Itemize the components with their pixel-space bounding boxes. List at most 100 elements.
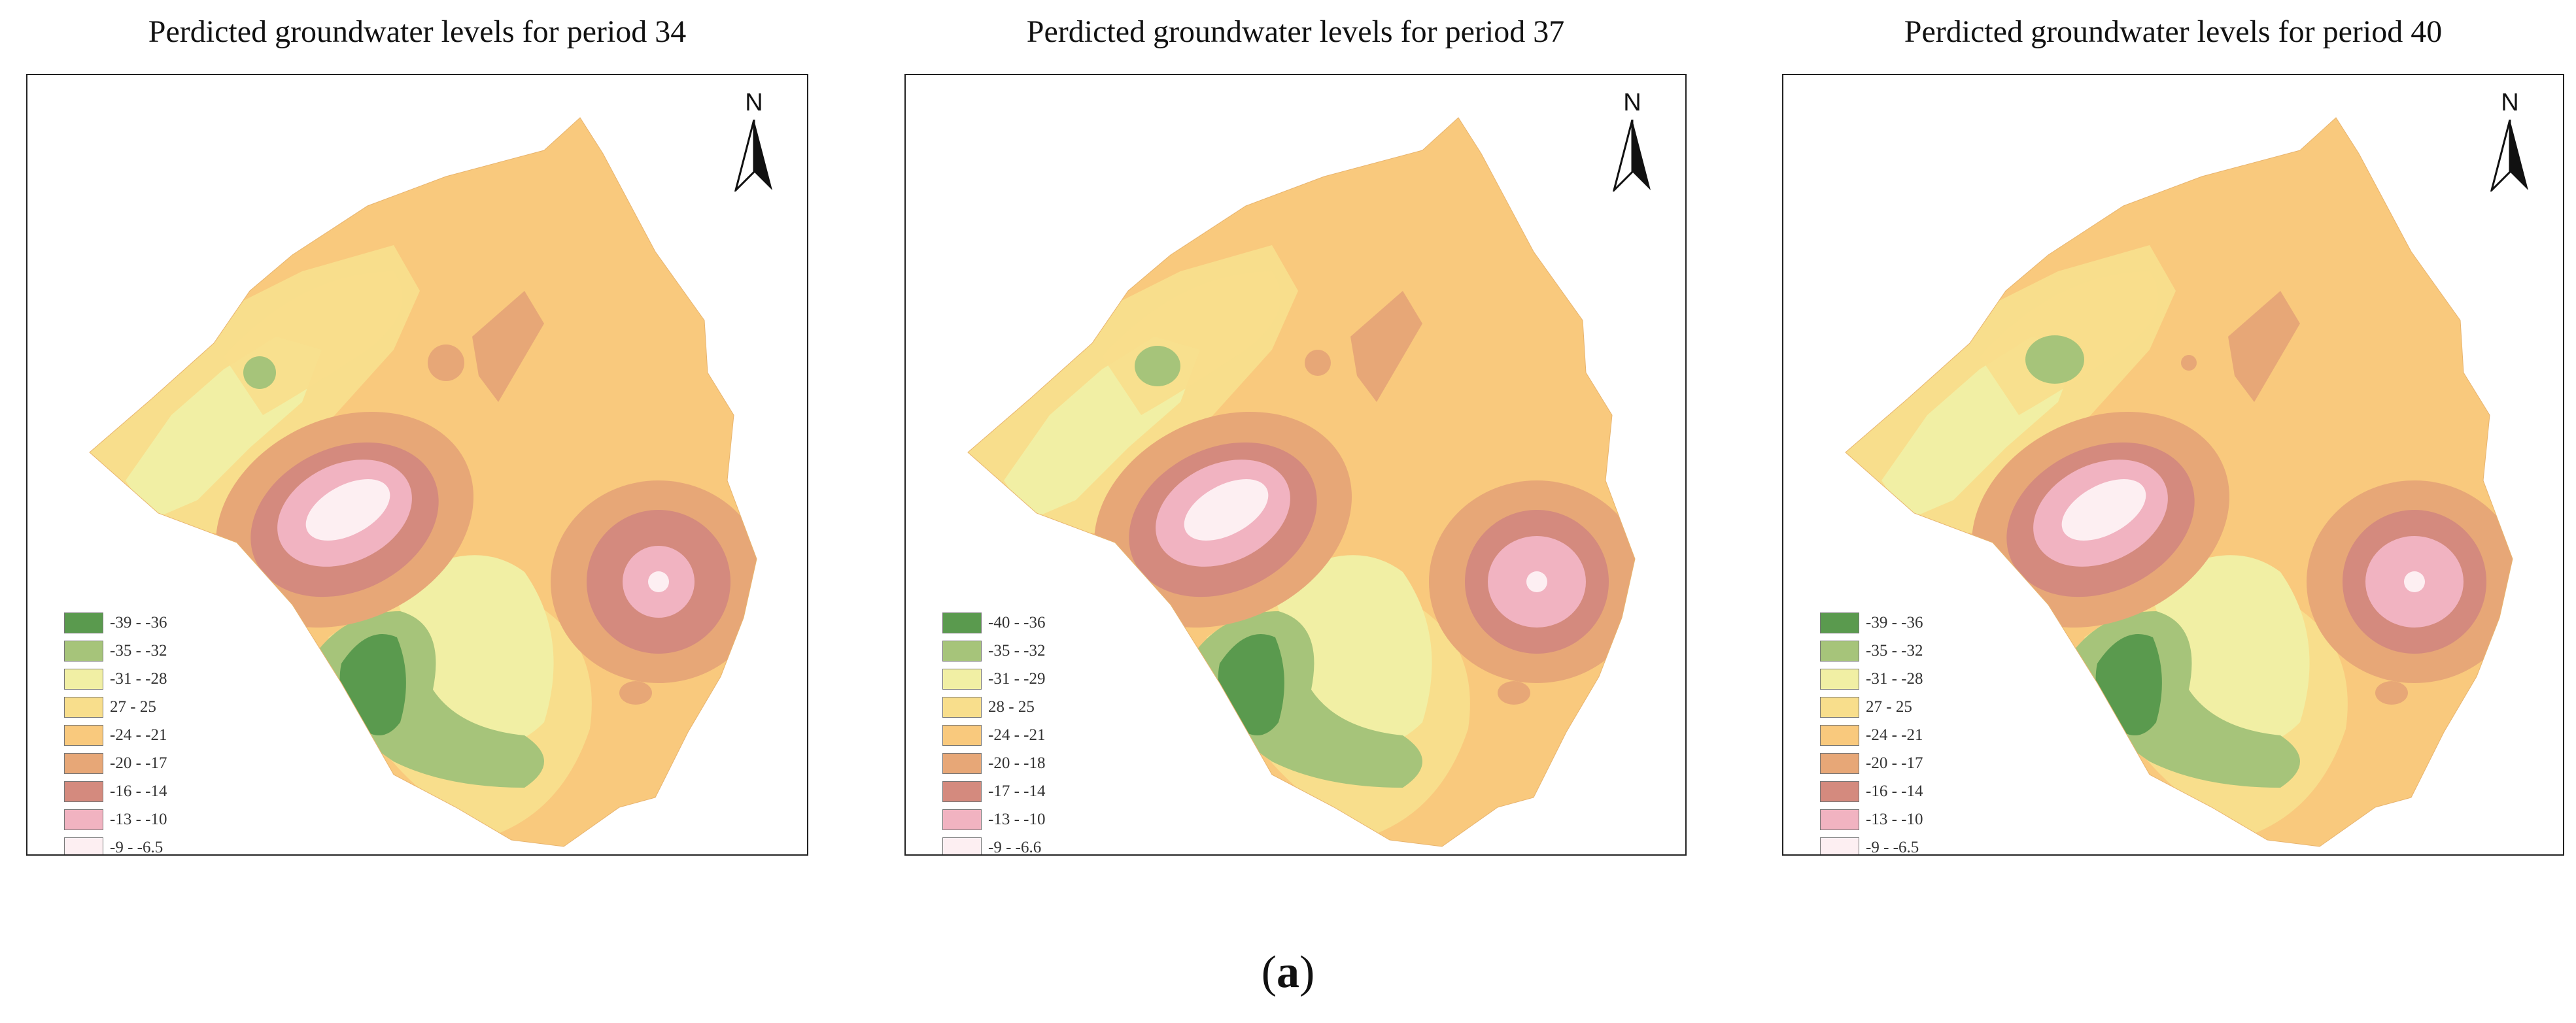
legend-swatch — [64, 752, 103, 774]
legend-item: -24 - -21 — [1820, 721, 1923, 749]
legend-label: 28 - 25 — [988, 697, 1035, 716]
map-legend: -39 - -36 -35 - -32 -31 - -28 27 - 25 -24 - … — [1820, 609, 1923, 856]
legend-swatch — [64, 809, 103, 830]
legend-label: 27 - 25 — [110, 697, 156, 716]
legend-label: -9 - -6.5 — [1866, 838, 1919, 856]
legend-item: 28 - 25 — [942, 693, 1045, 721]
legend-swatch — [64, 780, 103, 802]
legend-swatch — [1820, 780, 1859, 802]
legend-item: -35 - -32 — [1820, 637, 1923, 665]
legend-swatch — [1820, 668, 1859, 690]
legend-swatch — [942, 724, 982, 746]
legend-item: -31 - -28 — [1820, 665, 1923, 693]
zone-south-blob — [2375, 681, 2408, 705]
zone-small-blob — [428, 344, 464, 381]
legend-label: -35 - -32 — [110, 641, 167, 660]
cone-east-core — [1526, 571, 1547, 592]
map-legend: -39 - -36 -35 - -32 -31 - -28 27 - 25 -24 - … — [64, 609, 167, 856]
map-panel-period-40: -39 - -36 -35 - -32 -31 - -28 27 - 25 -24 - … — [1782, 74, 2564, 856]
legend-label: -31 - -28 — [110, 669, 167, 688]
legend-label: -20 - -17 — [110, 754, 167, 772]
zone-south-blob — [619, 681, 652, 705]
groundwater-contour-map — [1845, 117, 2513, 847]
legend-swatch — [64, 696, 103, 718]
north-arrow-icon: N — [2487, 90, 2533, 194]
legend-item: -24 - -21 — [942, 721, 1045, 749]
legend-swatch — [1820, 752, 1859, 774]
map-panel-period-34: -39 - -36 -35 - -32 -31 - -28 27 - 25 -24 - … — [26, 74, 808, 856]
legend-swatch — [942, 780, 982, 802]
legend-item: -13 - -10 — [64, 805, 167, 833]
legend-swatch — [942, 809, 982, 830]
panel-title-period-40: Perdicted groundwater levels for period … — [1904, 14, 2443, 49]
zone-north-ridge — [472, 291, 544, 402]
legend-item: -16 - -14 — [64, 777, 167, 805]
north-label: N — [2501, 89, 2519, 116]
legend-item: -9 - -6.5 — [64, 833, 167, 856]
legend-item: 27 - 25 — [1820, 693, 1923, 721]
legend-label: -13 - -10 — [988, 810, 1046, 828]
legend-item: -40 - -36 — [942, 609, 1045, 637]
legend-label: -40 - -36 — [988, 613, 1046, 631]
legend-label: -24 - -21 — [110, 726, 167, 744]
zone-north-ridge — [2228, 291, 2300, 402]
legend-label: -16 - -14 — [1866, 782, 1923, 800]
legend-swatch — [942, 752, 982, 774]
legend-item: -39 - -36 — [64, 609, 167, 637]
legend-item: -17 - -14 — [942, 777, 1045, 805]
legend-label: -31 - -28 — [1866, 669, 1923, 688]
cone-central-core — [305, 479, 390, 541]
legend-swatch — [64, 668, 103, 690]
legend-item: -24 - -21 — [64, 721, 167, 749]
legend-label: -20 - -18 — [988, 754, 1046, 772]
legend-label: -39 - -36 — [110, 613, 167, 631]
legend-item: 27 - 25 — [64, 693, 167, 721]
cone-east-core — [2404, 571, 2425, 592]
legend-item: -31 - -28 — [64, 665, 167, 693]
north-label: N — [745, 89, 763, 116]
cone-east-core — [648, 571, 669, 592]
legend-label: -31 - -29 — [988, 669, 1046, 688]
north-label: N — [1623, 89, 1641, 116]
zone-small-blob — [2181, 355, 2197, 371]
legend-item: -31 - -29 — [942, 665, 1045, 693]
figure-caption-letter: a — [1277, 947, 1299, 998]
study-area-outline — [1845, 117, 2513, 847]
legend-label: -16 - -14 — [110, 782, 167, 800]
legend-label: -13 - -10 — [110, 810, 167, 828]
legend-item: -20 - -17 — [64, 749, 167, 777]
legend-label: -13 - -10 — [1866, 810, 1923, 828]
legend-item: -9 - -6.5 — [1820, 833, 1923, 856]
legend-label: 27 - 25 — [1866, 697, 1912, 716]
legend-swatch — [942, 837, 982, 854]
zone-south-blob — [1498, 681, 1530, 705]
legend-item: -13 - -10 — [942, 805, 1045, 833]
panel-title-period-37: Perdicted groundwater levels for period … — [1026, 14, 1565, 49]
legend-swatch — [64, 837, 103, 854]
legend-item: -39 - -36 — [1820, 609, 1923, 637]
legend-label: -9 - -6.6 — [988, 838, 1042, 856]
legend-swatch — [1820, 837, 1859, 854]
legend-item: -16 - -14 — [1820, 777, 1923, 805]
legend-swatch — [942, 696, 982, 718]
legend-label: -17 - -14 — [988, 782, 1046, 800]
zone-green-patch — [1135, 346, 1180, 386]
legend-swatch — [942, 640, 982, 662]
legend-swatch — [64, 724, 103, 746]
study-area-outline — [967, 117, 1636, 847]
zone-small-blob — [1305, 350, 1331, 376]
legend-item: -9 - -6.6 — [942, 833, 1045, 856]
legend-swatch — [942, 612, 982, 633]
legend-swatch — [1820, 809, 1859, 830]
cone-central-core — [1184, 479, 1269, 541]
north-arrow-icon: N — [731, 90, 777, 194]
groundwater-contour-map — [967, 117, 1636, 847]
legend-label: -9 - -6.5 — [110, 838, 163, 856]
study-area-outline — [89, 117, 757, 847]
legend-label: -35 - -32 — [1866, 641, 1923, 660]
panel-title-period-34: Perdicted groundwater levels for period … — [148, 14, 687, 49]
legend-item: -35 - -32 — [942, 637, 1045, 665]
legend-label: -39 - -36 — [1866, 613, 1923, 631]
legend-item: -35 - -32 — [64, 637, 167, 665]
legend-swatch — [64, 640, 103, 662]
